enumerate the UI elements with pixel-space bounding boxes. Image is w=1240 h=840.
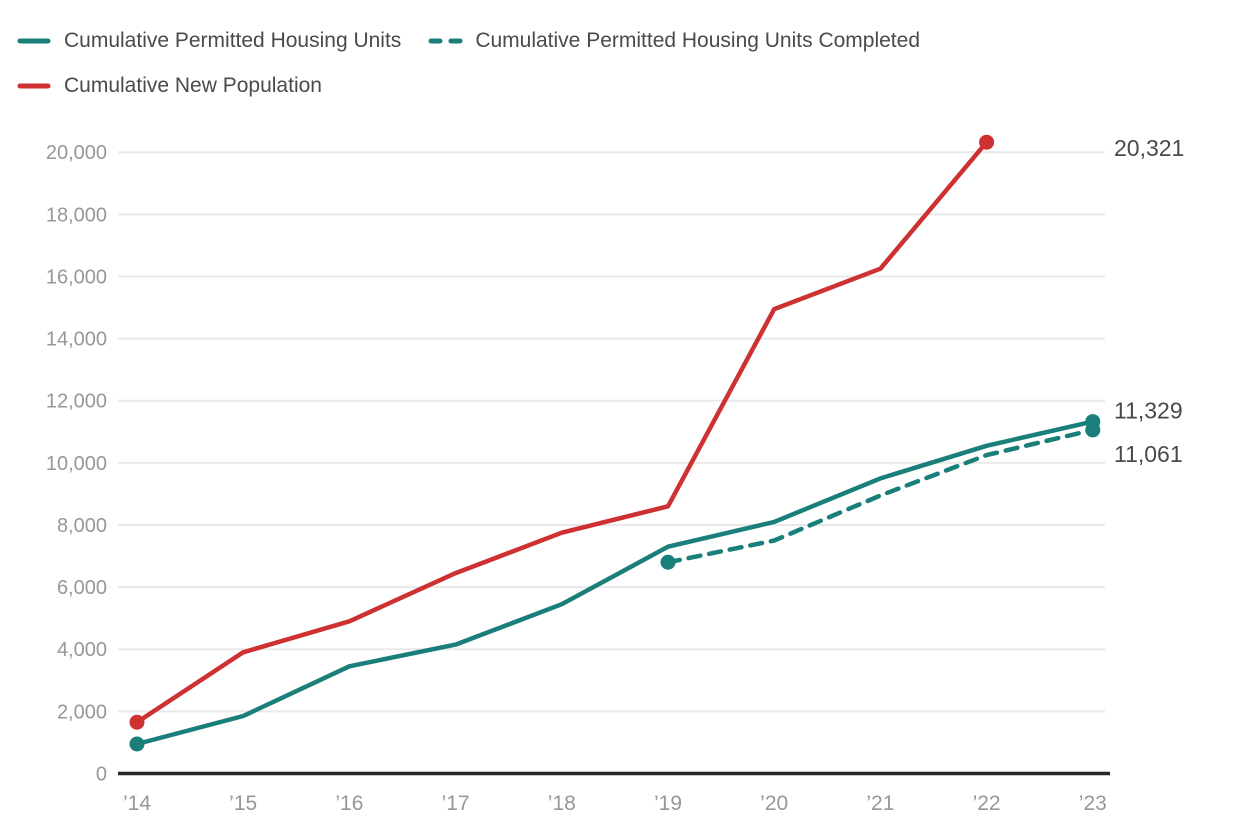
legend-item-units-completed: Cumulative Permitted Housing Units Compl… — [427, 27, 920, 55]
x-tick-label: ’14 — [123, 792, 151, 815]
x-tick-label: ’23 — [1079, 792, 1107, 815]
y-tick-label: 12,000 — [46, 391, 107, 413]
y-tick-label: 4,000 — [57, 639, 107, 661]
x-tick-label: ’20 — [760, 792, 788, 815]
legend-item-permitted-units: Cumulative Permitted Housing Units — [16, 27, 401, 55]
y-tick-label: 16,000 — [46, 266, 107, 288]
x-tick-label: ’19 — [654, 792, 682, 815]
y-tick-label: 20,000 — [46, 142, 107, 164]
data-point-marker-units-completed — [660, 554, 676, 570]
x-tick-label: ’17 — [442, 792, 470, 815]
series-end-value-label-units-completed: 11,061 — [1114, 441, 1183, 467]
data-point-marker-units-completed — [1085, 422, 1101, 438]
series-line-new-population — [134, 139, 989, 725]
x-tick-label: ’18 — [548, 792, 576, 815]
y-tick-label: 10,000 — [46, 453, 107, 475]
legend-swatch-solid-line-icon — [17, 38, 51, 44]
legend-label-units-completed: Cumulative Permitted Housing Units Compl… — [475, 29, 921, 52]
y-tick-label: 8,000 — [57, 515, 107, 537]
y-tick-label: 6,000 — [57, 577, 107, 599]
series-end-value-label-permitted-units: 11,329 — [1114, 398, 1183, 424]
chart-legend: Cumulative Permitted Housing Units Cumul… — [16, 27, 1176, 100]
x-tick-label: ’15 — [229, 792, 257, 815]
series-end-value-label-new-population: 20,321 — [1114, 135, 1184, 161]
series-line-units-completed — [665, 427, 1096, 565]
x-tick-label: ’22 — [973, 792, 1001, 815]
legend-label-new-population: Cumulative New Population — [64, 74, 322, 97]
legend-swatch-dashed-line-icon — [428, 38, 463, 44]
y-tick-label: 14,000 — [46, 329, 107, 351]
x-tick-label: ’16 — [335, 792, 363, 815]
data-point-marker-new-population — [129, 714, 145, 730]
y-tick-label: 0 — [96, 764, 107, 786]
y-tick-label: 2,000 — [57, 701, 107, 723]
legend-item-new-population: Cumulative New Population — [16, 72, 322, 100]
data-point-marker-permitted-units — [129, 736, 145, 752]
series-line-permitted-units — [134, 419, 1096, 747]
y-tick-label: 18,000 — [46, 204, 107, 226]
legend-label-permitted-units: Cumulative Permitted Housing Units — [64, 29, 402, 52]
data-point-marker-new-population — [979, 134, 995, 150]
x-tick-label: ’21 — [866, 792, 894, 815]
legend-swatch-solid-line-icon — [17, 83, 51, 89]
